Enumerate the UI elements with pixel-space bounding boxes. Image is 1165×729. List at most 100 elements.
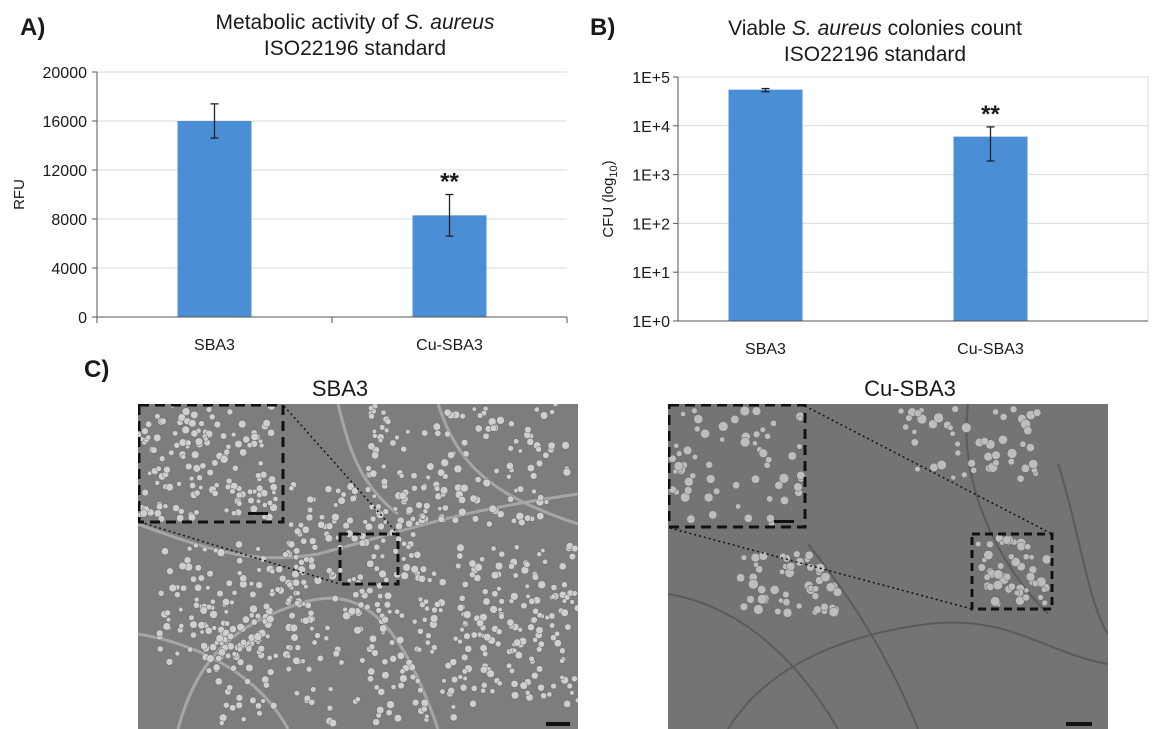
sem-cell — [166, 567, 174, 575]
sem-cell — [559, 658, 565, 664]
sem-cell — [977, 563, 986, 572]
sem-cell — [519, 681, 528, 690]
sem-cell — [992, 408, 999, 416]
sem-cell — [285, 597, 293, 604]
sem-cell — [753, 561, 759, 568]
sem-cell — [267, 668, 275, 676]
sem-cell — [383, 576, 390, 583]
sem-cell — [493, 468, 500, 474]
sem-cell — [249, 696, 257, 704]
sem-cell — [705, 461, 713, 469]
sem-cell — [458, 594, 466, 602]
sem-cell — [797, 415, 803, 422]
sem-cell — [537, 580, 546, 590]
sem-cell — [324, 625, 331, 631]
chart-a-title-line2: ISO22196 standard — [263, 37, 447, 60]
sem-cell — [331, 595, 339, 603]
chart-a-title: Metabolic activity of S. aureus ISO22196… — [155, 10, 555, 62]
sem-cell — [700, 428, 710, 439]
sem-cell — [758, 448, 768, 458]
sem-cell — [832, 587, 843, 597]
sem-cell — [417, 686, 424, 694]
sem-cell — [206, 468, 214, 477]
sem-cell — [561, 581, 568, 588]
chart-a-title-italic: S. aureus — [404, 11, 495, 34]
sem-cell — [757, 585, 767, 595]
sem-cell — [293, 554, 300, 561]
sem-cell — [238, 419, 247, 429]
panel-label-c: C) — [84, 356, 110, 383]
sem-cell — [437, 468, 446, 477]
sem-cell — [524, 690, 531, 696]
sem-cell — [526, 438, 535, 446]
sem-cell — [293, 690, 300, 697]
sem-cell — [419, 565, 428, 573]
sem-cell — [434, 429, 442, 437]
sem-cell — [357, 601, 365, 609]
sem-cell — [397, 682, 405, 690]
sem-cell — [379, 424, 386, 431]
sem-cell — [381, 671, 390, 680]
sem-cell — [197, 574, 205, 582]
sem-cell — [983, 550, 994, 561]
sem-cell — [1007, 553, 1015, 560]
sem-cell — [371, 649, 379, 657]
sem-cell — [328, 718, 337, 728]
sem-cell — [719, 436, 726, 443]
sem-cell — [796, 471, 806, 480]
sem-cell — [342, 521, 350, 530]
sem-cell — [229, 488, 236, 495]
sem-cell — [684, 477, 694, 487]
sem-cell — [398, 612, 405, 619]
sem-cell — [536, 665, 544, 673]
sem-cell — [928, 419, 938, 429]
sem-cell — [300, 537, 308, 545]
sem-cell — [531, 671, 539, 680]
sem-cell — [211, 489, 219, 497]
sem-cell — [301, 525, 310, 534]
sem-cell — [482, 432, 490, 440]
sem-cell — [157, 590, 165, 597]
sem-cell — [508, 420, 515, 427]
sem-cell — [408, 663, 416, 672]
sem-cell — [202, 546, 208, 553]
sem-cell — [568, 553, 576, 561]
sem-cell — [417, 596, 424, 603]
sem-cell — [396, 651, 405, 660]
sem-cell — [482, 478, 491, 488]
sem-cell — [746, 595, 755, 604]
sem-cell — [380, 409, 387, 416]
sem-cell — [165, 658, 174, 666]
sem-cell — [531, 488, 537, 495]
sem-cell — [420, 705, 428, 713]
sem-cell — [820, 602, 829, 611]
sem-cell — [449, 713, 458, 722]
sem-cell — [405, 429, 411, 435]
sem-cell — [194, 564, 202, 572]
sem-cell — [372, 433, 378, 439]
chart-a-ytick-label: 8000 — [51, 212, 87, 229]
sem-cell — [389, 439, 397, 447]
sem-cell — [550, 682, 557, 690]
sem-cell — [498, 550, 506, 558]
sem-cell — [250, 618, 258, 626]
sem-cell — [350, 534, 359, 543]
sem-cell — [510, 592, 519, 601]
sem-cell — [451, 516, 459, 524]
sem-cell — [365, 465, 372, 472]
sem-cell — [369, 469, 378, 478]
chart-a-ytick-label: 12000 — [43, 163, 88, 180]
sem-cell — [168, 449, 175, 456]
sem-cell — [173, 442, 181, 449]
sem-cell — [305, 666, 313, 673]
sem-cell — [447, 451, 455, 459]
sem-cell — [198, 484, 204, 491]
sem-cell — [193, 596, 200, 603]
sem-cell — [766, 514, 775, 523]
sem-cell — [513, 544, 520, 550]
sem-cell — [255, 498, 262, 504]
sem-cell — [274, 586, 281, 593]
sem-cell — [469, 700, 477, 708]
chart-a-ytick-label: 16000 — [43, 114, 88, 131]
sem-left-title: SBA3 — [311, 376, 369, 401]
